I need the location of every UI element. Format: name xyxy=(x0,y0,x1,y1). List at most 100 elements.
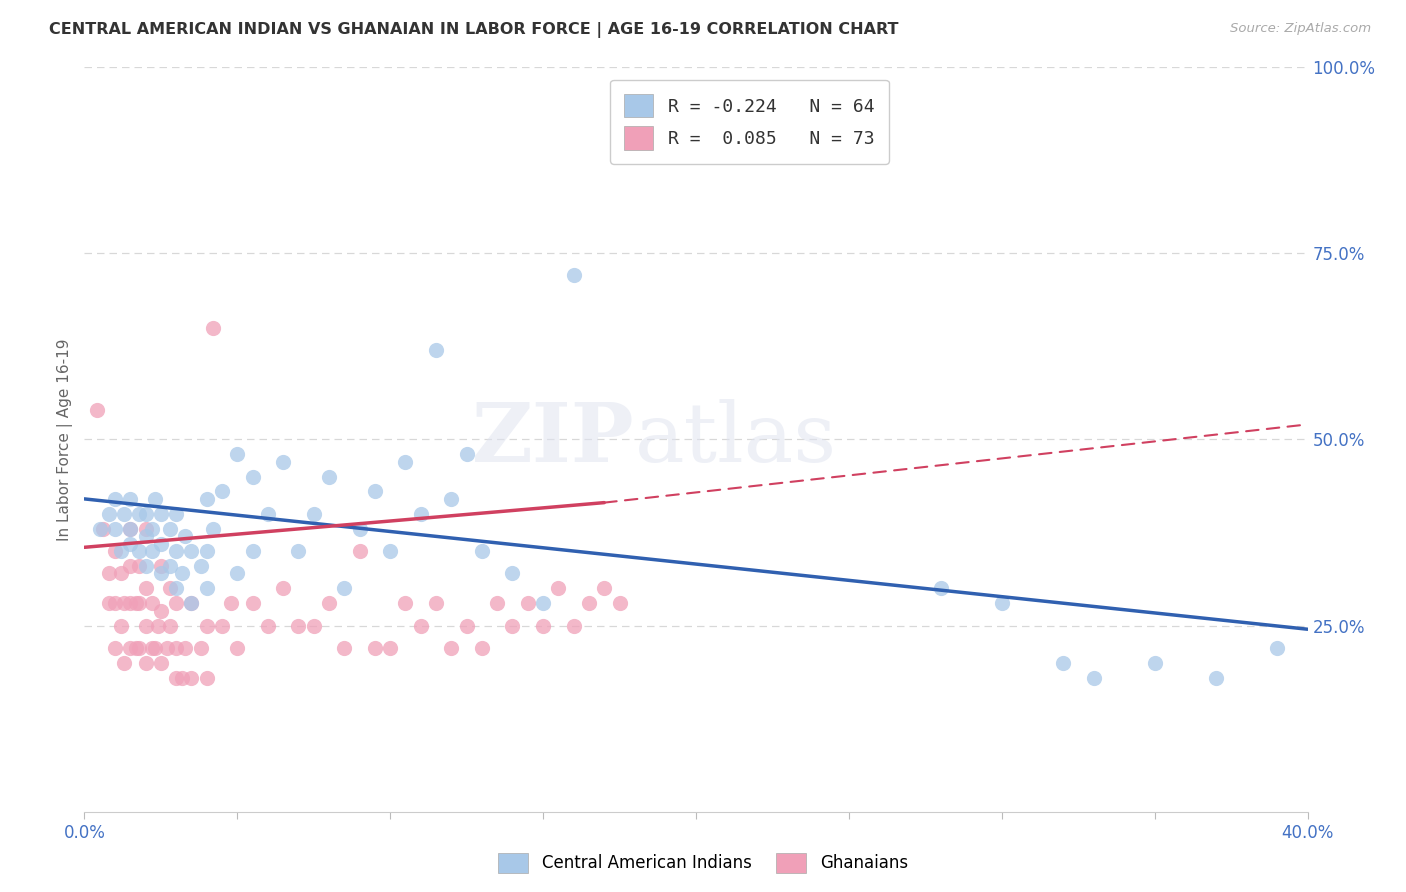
Point xyxy=(125,640,148,655)
Point xyxy=(502,618,524,632)
Point xyxy=(104,596,127,610)
Point xyxy=(201,320,224,334)
Point xyxy=(195,582,218,596)
Point xyxy=(141,640,163,655)
Point xyxy=(195,544,218,558)
Point xyxy=(425,343,447,357)
Point xyxy=(120,596,142,610)
Point xyxy=(211,618,233,632)
Point xyxy=(165,671,187,685)
Point xyxy=(141,544,163,558)
Point xyxy=(349,522,371,536)
Point xyxy=(211,484,233,499)
Point xyxy=(174,529,197,543)
Point xyxy=(257,507,280,521)
Point xyxy=(165,596,187,610)
Point xyxy=(156,640,179,655)
Point xyxy=(120,558,142,573)
Legend: R = -0.224   N = 64, R =  0.085   N = 73: R = -0.224 N = 64, R = 0.085 N = 73 xyxy=(610,79,889,164)
Point xyxy=(165,582,187,596)
Point xyxy=(425,596,447,610)
Point xyxy=(135,582,157,596)
Point xyxy=(991,596,1014,610)
Point xyxy=(271,582,294,596)
Point xyxy=(159,582,181,596)
Point xyxy=(333,640,356,655)
Point xyxy=(242,544,264,558)
Point xyxy=(456,618,478,632)
Point xyxy=(120,536,142,550)
Point xyxy=(86,402,108,417)
Point xyxy=(190,558,212,573)
Point xyxy=(135,618,157,632)
Point xyxy=(195,491,218,506)
Text: ZIP: ZIP xyxy=(472,400,636,479)
Point xyxy=(471,544,494,558)
Point xyxy=(104,522,127,536)
Point xyxy=(110,618,132,632)
Point xyxy=(394,455,416,469)
Point xyxy=(318,596,340,610)
Point xyxy=(190,640,212,655)
Point xyxy=(364,484,387,499)
Point xyxy=(135,558,157,573)
Point xyxy=(409,618,432,632)
Point xyxy=(226,640,249,655)
Point xyxy=(1083,671,1105,685)
Point xyxy=(242,469,264,483)
Point xyxy=(159,618,181,632)
Point xyxy=(562,618,585,632)
Point xyxy=(242,596,264,610)
Point xyxy=(578,596,600,610)
Point xyxy=(502,566,524,581)
Point xyxy=(159,558,181,573)
Point xyxy=(143,491,166,506)
Point xyxy=(195,618,218,632)
Point xyxy=(128,544,150,558)
Point xyxy=(456,447,478,461)
Point xyxy=(516,596,538,610)
Point xyxy=(128,558,150,573)
Point xyxy=(141,596,163,610)
Point xyxy=(609,596,631,610)
Text: Source: ZipAtlas.com: Source: ZipAtlas.com xyxy=(1230,22,1371,36)
Point xyxy=(110,544,132,558)
Point xyxy=(172,566,194,581)
Point xyxy=(112,656,135,670)
Point xyxy=(380,544,402,558)
Point xyxy=(1143,656,1166,670)
Point xyxy=(149,558,172,573)
Point xyxy=(146,618,169,632)
Point xyxy=(143,640,166,655)
Point xyxy=(471,640,494,655)
Point xyxy=(128,507,150,521)
Point xyxy=(165,507,187,521)
Point xyxy=(226,566,249,581)
Point xyxy=(219,596,242,610)
Point xyxy=(104,544,127,558)
Text: atlas: atlas xyxy=(636,400,837,479)
Point xyxy=(364,640,387,655)
Point xyxy=(318,469,340,483)
Point xyxy=(104,491,127,506)
Point xyxy=(120,522,142,536)
Point xyxy=(91,522,114,536)
Point xyxy=(135,656,157,670)
Point xyxy=(486,596,509,610)
Point xyxy=(135,507,157,521)
Point xyxy=(394,596,416,610)
Point xyxy=(440,491,463,506)
Point xyxy=(302,507,325,521)
Point xyxy=(562,268,585,283)
Point xyxy=(104,640,127,655)
Point xyxy=(180,544,202,558)
Point xyxy=(149,566,172,581)
Point xyxy=(120,491,142,506)
Point xyxy=(440,640,463,655)
Point xyxy=(141,522,163,536)
Point xyxy=(97,507,120,521)
Text: CENTRAL AMERICAN INDIAN VS GHANAIAN IN LABOR FORCE | AGE 16-19 CORRELATION CHART: CENTRAL AMERICAN INDIAN VS GHANAIAN IN L… xyxy=(49,22,898,38)
Point xyxy=(180,596,202,610)
Point xyxy=(149,656,172,670)
Point xyxy=(1052,656,1074,670)
